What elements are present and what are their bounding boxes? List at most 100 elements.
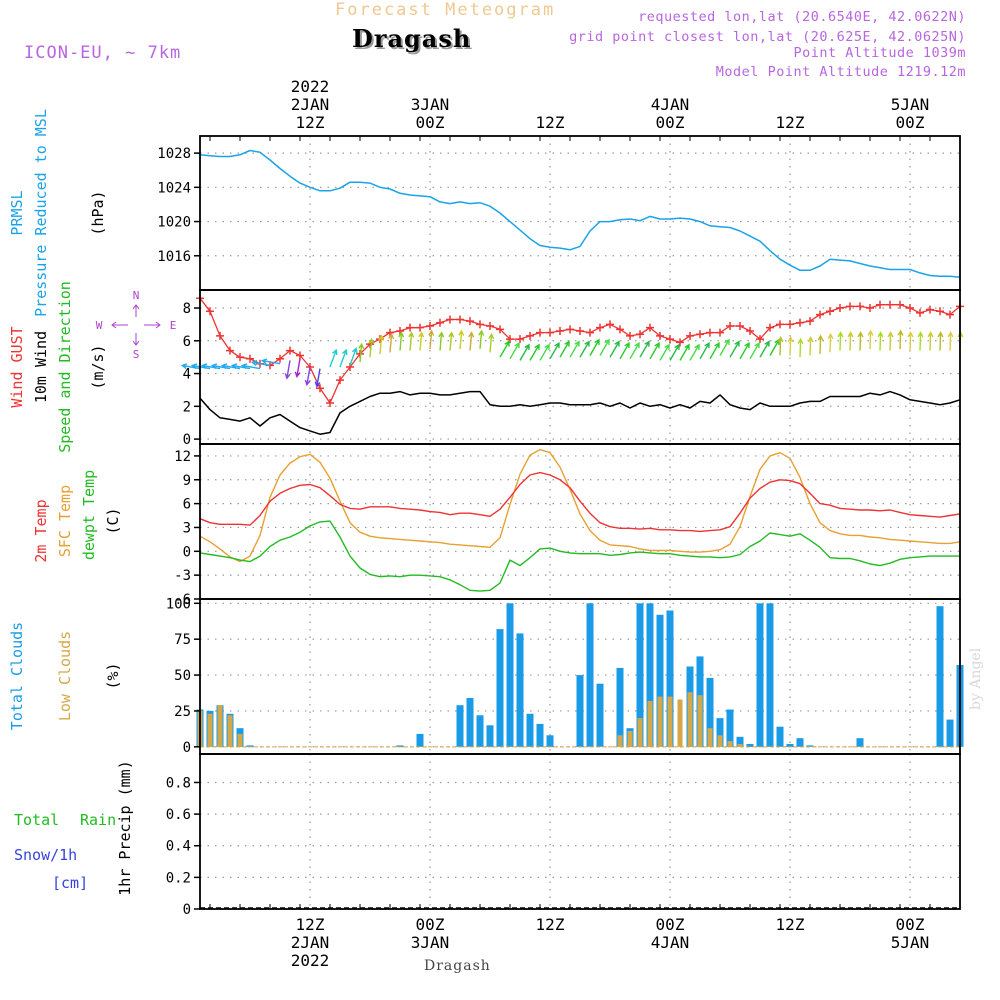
clouds-units: (%) [104, 662, 122, 689]
top-hour-label: 12Z [776, 113, 805, 132]
total-cloud-bar [726, 709, 734, 747]
gust-marker [536, 328, 544, 337]
sfc-temp-title: SFC Temp [56, 485, 74, 557]
wind-direction-arrow [519, 343, 530, 361]
pressure-ytick-label: 1020 [157, 215, 191, 231]
wind-direction-arrow [679, 343, 690, 361]
compass-east: E [170, 319, 177, 332]
wind-direction-arrow [488, 332, 495, 353]
gust-marker [656, 331, 664, 340]
wind-ytick-label: 2 [183, 399, 191, 415]
footer-location: Dragash [424, 958, 491, 974]
total-cloud-bar [516, 633, 524, 747]
top-hour-label: 00Z [896, 113, 925, 132]
gust-marker [686, 331, 694, 340]
wind-direction-arrow [478, 329, 485, 350]
wind-direction-arrow [729, 340, 740, 358]
pressure-frame [199, 135, 961, 291]
clouds-ytick-label: 25 [174, 704, 191, 720]
gust-marker [906, 304, 914, 313]
total-cloud-bar [636, 603, 644, 747]
bottom-hour-label: 12Z [536, 915, 565, 934]
gust-marker [776, 320, 784, 329]
total-cloud-bar [416, 733, 424, 747]
gust-marker [876, 300, 884, 309]
bottom-day-label: 3JAN [411, 933, 450, 952]
gust-marker [566, 325, 574, 334]
gust-marker [606, 320, 614, 329]
temperature-ytick-label: -6 [174, 592, 191, 608]
total-cloud-bar [796, 738, 804, 747]
wind-direction-arrow [240, 363, 261, 370]
wind-speed-line [199, 390, 961, 435]
wind-direction-arrow [837, 331, 844, 351]
wind-direction-arrow [230, 363, 251, 370]
total-cloud-bar [596, 683, 604, 747]
gust-marker [486, 322, 494, 331]
gust-marker [446, 315, 454, 324]
bottom-day-label: 2JAN [291, 933, 330, 952]
location-name: Dragash [352, 24, 472, 53]
clouds-ytick-label: 50 [174, 668, 191, 684]
gust-marker [726, 322, 734, 331]
temperature-ytick-label: 6 [183, 497, 191, 513]
gust-marker [896, 300, 904, 309]
compass-rose: N W E S [96, 289, 177, 361]
wind-direction-arrow [529, 343, 540, 361]
low-cloud-bar [677, 699, 683, 747]
gust-marker [296, 351, 304, 360]
wind-direction-arrow [659, 343, 670, 361]
wind-direction-arrow [689, 343, 700, 361]
total-cloud-bar [776, 726, 784, 747]
wind-direction-arrow [304, 366, 311, 387]
low-cloud-bar [227, 715, 233, 747]
top-day-label: 4JAN [651, 95, 690, 114]
wind-direction-arrow [749, 341, 760, 360]
total-cloud-bar [946, 719, 954, 747]
total-cloud-bar [786, 744, 794, 747]
legend-snow: Snow/1h [14, 846, 77, 864]
top-hour-label: 00Z [656, 113, 685, 132]
wind-direction-arrow [589, 338, 600, 356]
wind-direction-arrow [807, 336, 814, 356]
total-cloud-bar [646, 603, 654, 747]
low-cloud-bar [697, 695, 703, 747]
wind-direction-arrow [358, 342, 365, 363]
total-cloud-bar [616, 667, 624, 747]
wind-direction-arrow [649, 341, 660, 360]
wind-direction-arrow [329, 348, 338, 368]
wind-ytick-label: 6 [183, 334, 191, 350]
total-cloud-bar [466, 698, 474, 747]
gust-marker [596, 323, 604, 332]
wind-direction-arrow [200, 363, 221, 370]
precip-frame [199, 753, 961, 910]
gust-marker [926, 305, 934, 314]
wind-direction-arrow [284, 360, 291, 380]
total-cloud-bar [936, 606, 944, 747]
wind-direction-arrow [769, 338, 780, 356]
requested-coords: requested lon,lat (20.6540E, 42.0622N) [638, 9, 966, 25]
wind-direction-arrow [260, 358, 281, 365]
legend-rain: Rain [80, 811, 116, 829]
compass-arrows [111, 304, 161, 346]
gust-line [199, 297, 961, 404]
total-cloud-bar [666, 610, 674, 747]
wind-direction-arrow [569, 340, 580, 358]
wind-direction-arrow [759, 340, 770, 358]
frame-layer [194, 135, 961, 910]
wind-direction-arrow [599, 338, 610, 356]
gust-marker [466, 317, 474, 326]
total-cloud-bar [476, 715, 484, 747]
wind-direction-arrow [428, 329, 435, 350]
low-cloud-bar [657, 696, 663, 747]
gust-marker [456, 315, 464, 324]
model-altitude: Model Point Altitude 1219.12m [715, 64, 966, 80]
wind-direction-arrow [917, 331, 924, 351]
total-clouds-title: Total Clouds [8, 622, 26, 730]
bottom-hour-label: 12Z [776, 915, 805, 934]
low-cloud-bar [647, 700, 653, 747]
low-cloud-bar [627, 731, 633, 747]
gust-marker [336, 376, 344, 385]
wind-direction-arrow [787, 336, 794, 356]
temperature-ytick-label: 0 [183, 544, 191, 560]
